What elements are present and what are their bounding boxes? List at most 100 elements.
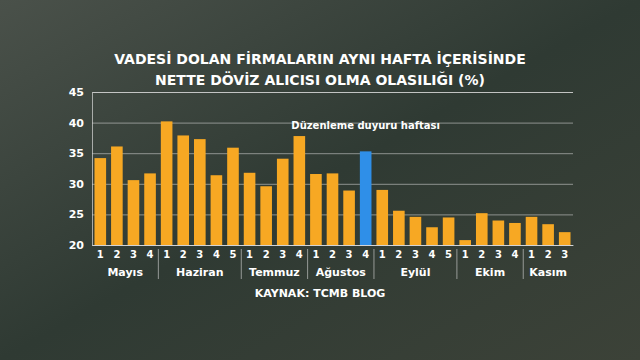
group-separator [523,249,524,279]
x-tick: 2 [478,245,485,260]
x-axis-line [93,245,574,246]
y-tick-label: 30 [69,178,85,191]
month-label: Eylül [400,266,430,279]
bar [244,173,256,245]
bar [211,175,223,245]
x-tick-label: 3 [130,249,137,260]
source: KAYNAK: TCMB BLOG [255,287,386,300]
x-tick: 4 [511,245,518,260]
x-tick: 4 [362,245,369,260]
bar [559,232,571,245]
bar [426,227,438,245]
x-tick: 3 [196,245,203,260]
bar [476,213,488,245]
bar [144,173,156,245]
bar [493,221,505,245]
x-tick: 3 [561,245,568,260]
bar [526,217,538,245]
x-tick: 3 [495,245,502,260]
x-tick: 2 [329,245,336,260]
x-tick-label: 4 [362,249,369,260]
x-tick: 3 [130,245,137,260]
y-tick: 35 [69,147,573,160]
x-tick-label: 5 [229,249,236,260]
y-tick-label: 20 [69,239,85,252]
x-tick-label: 1 [528,249,535,260]
x-tick-label: 2 [113,249,120,260]
group-separator [241,249,242,279]
x-tick-label: 3 [561,249,568,260]
bar [177,135,189,245]
x-tick: 4 [147,245,154,260]
x-tick-label: 2 [180,249,187,260]
x-tick-label: 4 [147,249,154,260]
bar [410,217,422,245]
x-tick: 2 [263,245,270,260]
title-line: VADESİ DOLAN FİRMALARIN AYNI HAFTA İÇERİ… [114,51,526,67]
x-tick: 2 [545,245,552,260]
y-tick: 45 [69,86,573,99]
month-label: Kasım [529,266,567,279]
bar [509,223,521,245]
month-groups: MayısHaziranTemmuzAğustosEylülEkimKasım [107,249,567,279]
bar [542,224,554,245]
title: VADESİ DOLAN FİRMALARIN AYNI HAFTA İÇERİ… [114,51,526,88]
bar [310,174,322,245]
x-tick-label: 3 [495,249,502,260]
x-tick: 2 [113,245,120,260]
bar [376,190,388,245]
background [0,0,640,360]
x-tick: 3 [346,245,353,260]
y-tick-label: 35 [69,147,84,160]
bar [459,240,471,245]
x-tick: 1 [163,245,170,260]
x-tick-label: 2 [263,249,270,260]
x-tick: 4 [296,245,303,260]
x-tick-label: 1 [246,249,253,260]
x-axis: 12341234512341234123451234123 [93,245,574,260]
x-tick: 4 [429,245,436,260]
bar [94,158,106,245]
x-tick-label: 1 [312,249,319,260]
x-tick-label: 2 [545,249,552,260]
x-tick-label: 3 [196,249,203,260]
x-tick: 5 [445,245,452,260]
x-tick: 1 [528,245,535,260]
x-tick-label: 4 [429,249,436,260]
x-tick-label: 2 [329,249,336,260]
x-tick-label: 2 [395,249,402,260]
bar [128,180,140,245]
bar [227,148,239,245]
x-tick-label: 3 [279,249,286,260]
bars [94,121,570,245]
bar [393,211,405,245]
x-tick: 1 [462,245,469,260]
x-tick: 3 [279,245,286,260]
month-label: Haziran [176,266,223,279]
bar [111,146,123,245]
y-tick-label: 40 [69,117,85,130]
bar [360,151,372,245]
x-tick: 5 [229,245,236,260]
x-tick-label: 1 [97,249,104,260]
x-tick: 3 [412,245,419,260]
y-tick-label: 25 [69,208,84,221]
x-tick-label: 4 [296,249,303,260]
x-tick: 2 [395,245,402,260]
x-tick-label: 1 [379,249,386,260]
bar [277,159,289,245]
x-tick: 4 [213,245,220,260]
grid-line [92,245,573,246]
x-tick-label: 3 [346,249,353,260]
group-separator [307,249,308,279]
month-label: Ağustos [316,266,367,279]
bar [194,139,206,245]
chart: VADESİ DOLAN FİRMALARIN AYNI HAFTA İÇERİ… [0,0,640,360]
annotation: Düzenleme duyuru haftası [291,120,440,131]
x-tick-label: 1 [462,249,469,260]
month-label: Ekim [475,266,505,279]
group-separator [373,249,374,279]
bar [161,121,173,245]
month-label: Temmuz [249,266,300,279]
title-line: NETTE DÖVİZ ALICISI OLMA OLASILIĞI (%) [155,71,485,88]
